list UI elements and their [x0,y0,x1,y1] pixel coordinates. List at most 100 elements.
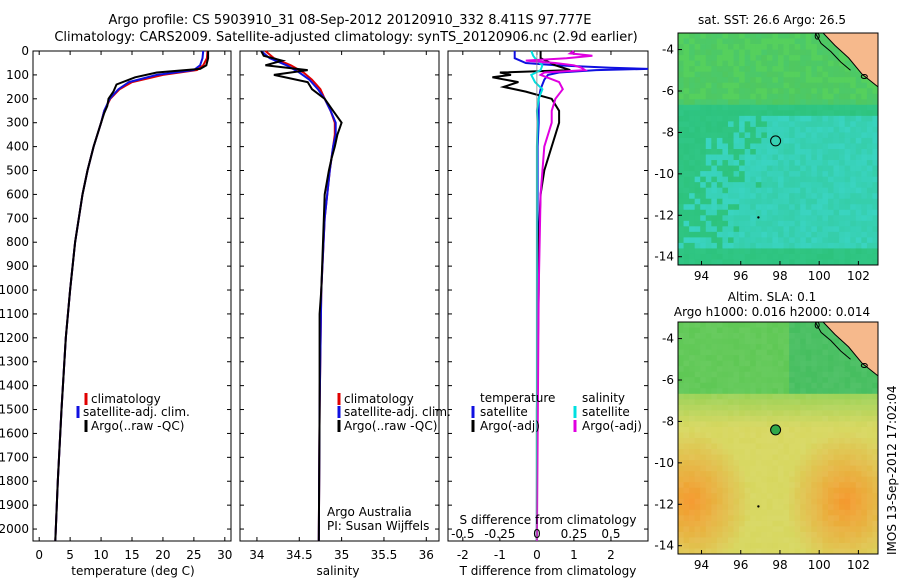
map-cell [789,382,796,389]
map-cell [733,259,740,266]
map-cell [844,504,851,511]
map-cell [689,182,696,189]
map-cell [750,209,757,216]
map-cell [850,259,857,266]
map-cell [761,476,768,483]
map-cell [755,126,762,133]
map-cell [805,355,812,362]
map-cell [689,498,696,505]
map-cell [700,471,707,478]
map-cell [789,432,796,439]
map-cell [783,438,790,444]
lat-tick-label: -8 [662,125,674,139]
map-cell [700,143,707,150]
map-cell [716,115,723,122]
map-cell [750,327,757,334]
map-cell [789,237,796,244]
map-cell [839,438,846,444]
map-cell [716,504,723,511]
map-cell [872,526,879,533]
map-cell [794,248,801,255]
map-cell [750,454,757,461]
map-cell [816,187,823,194]
map-cell [750,71,757,78]
map-cell [800,154,807,161]
map-cell [833,60,840,67]
map-cell [816,154,823,161]
map-cell [716,371,723,378]
map-cell [789,443,796,450]
map-cell [739,338,746,345]
map-cell [700,460,707,467]
map-cell [750,410,757,417]
map-cell [744,143,751,150]
map-cell [783,415,790,422]
map-cell [716,388,723,395]
map-cell [744,333,751,339]
map-cell [822,248,829,255]
map-cell [755,99,762,106]
map-cell [766,55,773,62]
map-cell [822,60,829,67]
map-cell [866,160,873,166]
map-cell [694,71,701,78]
map-cell [794,259,801,266]
map-cell [711,33,718,39]
map-cell [683,132,690,139]
map-cell [766,327,773,334]
map-cell [778,388,784,395]
map-cell [833,449,840,455]
map-cell [861,149,868,155]
map-cell [794,449,801,455]
map-cell [772,149,779,155]
map-cell [700,465,707,472]
map-cell [866,443,873,450]
map-cell [811,404,818,411]
map-cell [711,220,718,227]
map-cell [866,482,873,489]
map-cell [683,493,690,500]
map-cell [716,438,723,444]
map-cell [700,132,707,139]
map-cell [778,438,784,444]
map-cell [844,154,851,161]
map-cell [822,360,829,367]
map-cell [728,226,734,233]
map-cell [716,355,723,362]
map-cell [778,231,784,238]
map-cell [678,366,684,373]
map-cell [866,410,873,417]
map-cell [789,132,796,139]
map-cell [800,421,807,428]
map-cell [800,404,807,411]
map-cell [855,371,862,378]
map-cell [750,33,757,39]
map-cell [694,248,701,255]
map-cell [816,421,823,428]
map-cell [811,410,818,417]
map-cell [755,526,762,533]
map-cell [800,226,807,233]
map-cell [739,132,746,139]
map-cell [778,126,784,133]
map-cell [750,482,757,489]
map-cell [816,77,823,84]
map-cell [872,204,879,211]
map-cell [778,49,784,56]
map-cell [722,154,729,161]
map-cell [811,432,818,439]
map-cell [694,410,701,417]
map-cell [739,176,746,183]
map-cell [733,509,740,516]
map-cell [850,226,857,233]
map-cell [683,426,690,433]
map-cell [683,121,690,128]
map-cell [872,99,879,106]
map-cell [872,82,879,89]
map-cell [772,187,779,194]
map-cell [772,160,779,166]
map-cell [866,204,873,211]
map-cell [711,515,718,522]
map-cell [761,160,768,166]
map-cell [783,404,790,411]
